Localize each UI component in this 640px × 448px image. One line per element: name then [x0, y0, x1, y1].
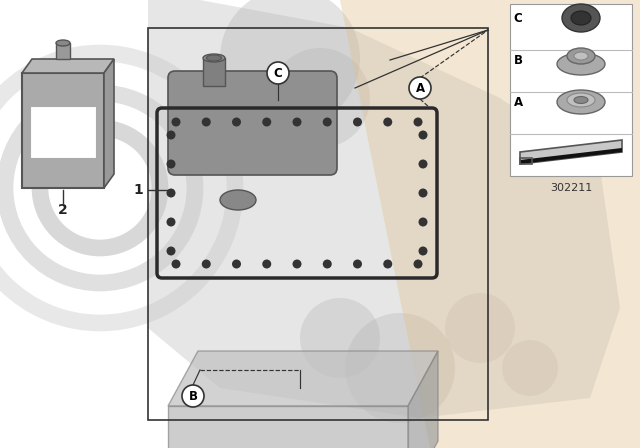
Ellipse shape [571, 11, 591, 25]
Circle shape [345, 313, 455, 423]
Circle shape [383, 117, 392, 126]
Text: C: C [514, 12, 522, 25]
Ellipse shape [203, 54, 225, 62]
Ellipse shape [567, 48, 595, 64]
Circle shape [323, 117, 332, 126]
Circle shape [353, 259, 362, 268]
Polygon shape [168, 406, 408, 448]
Circle shape [172, 259, 180, 268]
Polygon shape [520, 140, 622, 164]
Ellipse shape [220, 190, 256, 210]
Polygon shape [340, 0, 640, 448]
Circle shape [202, 117, 211, 126]
Circle shape [445, 293, 515, 363]
FancyBboxPatch shape [168, 71, 337, 175]
Text: 2: 2 [58, 203, 68, 217]
Circle shape [232, 117, 241, 126]
Circle shape [262, 259, 271, 268]
Text: 1: 1 [133, 183, 143, 197]
Polygon shape [22, 59, 114, 73]
Text: B: B [189, 389, 198, 402]
Circle shape [419, 189, 428, 198]
Circle shape [409, 77, 431, 99]
Bar [30, 106, 96, 158]
Polygon shape [408, 351, 438, 448]
Circle shape [323, 259, 332, 268]
Circle shape [502, 340, 558, 396]
Circle shape [166, 159, 175, 168]
Bar [22, 73, 104, 188]
Circle shape [419, 159, 428, 168]
Circle shape [383, 259, 392, 268]
Circle shape [220, 0, 360, 128]
Circle shape [182, 385, 204, 407]
Circle shape [292, 259, 301, 268]
Circle shape [166, 217, 175, 227]
Bar [148, 28, 488, 420]
Circle shape [300, 298, 380, 378]
Circle shape [262, 117, 271, 126]
Circle shape [232, 259, 241, 268]
Bar [56, 43, 70, 59]
Ellipse shape [56, 40, 70, 46]
Circle shape [419, 246, 428, 255]
Polygon shape [168, 351, 438, 406]
Polygon shape [104, 59, 114, 188]
Circle shape [353, 117, 362, 126]
Circle shape [172, 117, 180, 126]
Circle shape [267, 62, 289, 84]
Text: C: C [274, 66, 282, 79]
Circle shape [413, 259, 422, 268]
Ellipse shape [567, 93, 595, 107]
Bar [203, 58, 225, 86]
Circle shape [166, 246, 175, 255]
Circle shape [270, 48, 370, 148]
Ellipse shape [557, 53, 605, 75]
Circle shape [292, 117, 301, 126]
Text: A: A [513, 95, 523, 108]
Ellipse shape [574, 96, 588, 103]
Circle shape [419, 217, 428, 227]
Bar [510, 4, 632, 176]
Ellipse shape [557, 90, 605, 114]
Circle shape [166, 189, 175, 198]
Text: 302211: 302211 [550, 183, 592, 193]
Text: B: B [513, 53, 522, 66]
Polygon shape [520, 148, 622, 164]
Text: A: A [415, 82, 424, 95]
Ellipse shape [206, 55, 221, 61]
Ellipse shape [562, 4, 600, 32]
Circle shape [166, 130, 175, 139]
Polygon shape [148, 0, 620, 418]
Circle shape [419, 130, 428, 139]
Circle shape [202, 259, 211, 268]
Circle shape [413, 117, 422, 126]
Ellipse shape [574, 52, 588, 60]
